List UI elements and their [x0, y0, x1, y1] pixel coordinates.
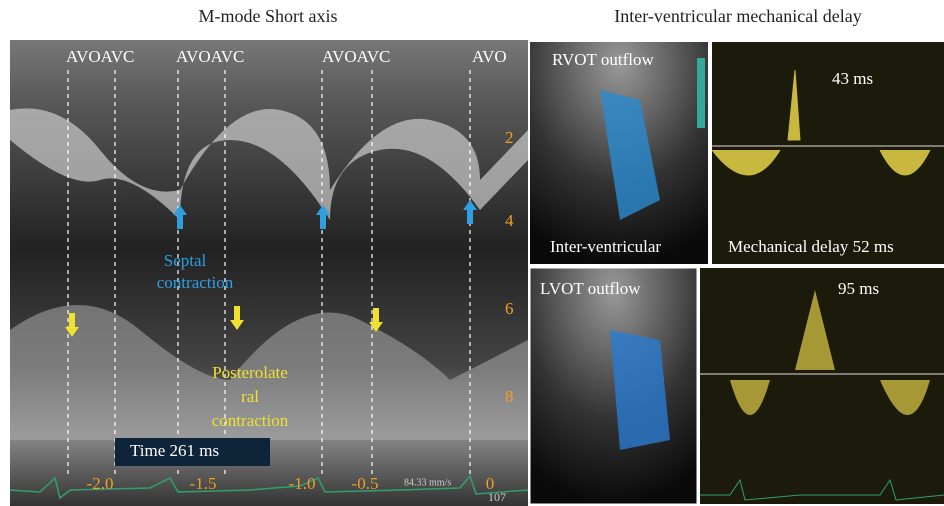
m-mode-panel	[10, 40, 528, 506]
time-label: -0.5	[352, 474, 379, 493]
posterior-label: Posterolate	[212, 363, 288, 382]
time-label: -2.0	[87, 474, 114, 493]
figure: M-mode Short axis Inter-ventricular mech…	[0, 0, 944, 506]
depth-label: 8	[505, 387, 514, 406]
event-label: AVOAVC	[66, 47, 134, 66]
left-title: M-mode Short axis	[199, 6, 338, 26]
time-box: Time 261 ms	[130, 441, 219, 460]
lvot-delay: 95 ms	[838, 279, 879, 298]
rvot-label: RVOT outflow	[552, 50, 654, 69]
posterior-label: contraction	[212, 411, 289, 430]
corner-label: 107	[488, 490, 506, 504]
event-label: AVOAVC	[176, 47, 244, 66]
depth-label: 4	[505, 211, 514, 230]
caption-left: Inter-ventricular	[550, 237, 661, 256]
right-title: Inter-ventricular mechanical delay	[614, 6, 862, 26]
depth-label: 2	[505, 128, 514, 147]
event-label: AVO	[472, 47, 507, 66]
septal-label: Septal	[164, 251, 207, 270]
caption-right: Mechanical delay 52 ms	[728, 237, 894, 256]
septal-label: contraction	[157, 273, 234, 292]
event-label: AVOAVC	[322, 47, 390, 66]
posterior-label: ral	[241, 387, 259, 406]
speed-label: 84.33 mm/s	[404, 477, 451, 488]
lvot-label: LVOT outflow	[540, 279, 641, 298]
rvot-delay: 43 ms	[832, 69, 873, 88]
time-label: -1.0	[289, 474, 316, 493]
depth-label: 6	[505, 299, 514, 318]
doppler-panels	[530, 42, 944, 504]
time-label: -1.5	[190, 474, 217, 493]
